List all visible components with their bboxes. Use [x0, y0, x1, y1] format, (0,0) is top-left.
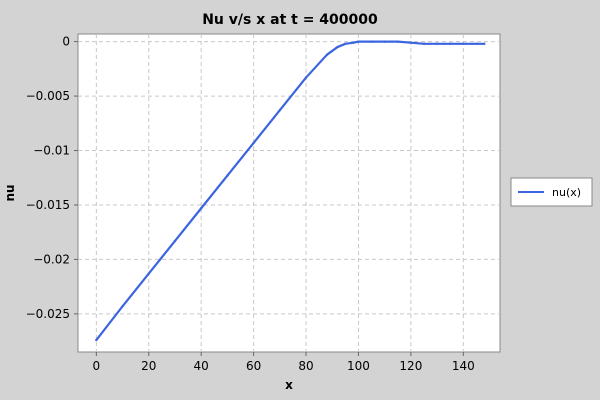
series-layer [95, 40, 486, 342]
data-point [435, 42, 439, 46]
plot-area [77, 33, 501, 353]
data-point [483, 42, 486, 46]
data-point [462, 42, 465, 46]
data-point [409, 41, 413, 44]
data-point [95, 338, 98, 342]
data-point [344, 42, 347, 46]
y-tick-label: −0.025 [26, 307, 70, 321]
data-point [352, 41, 355, 44]
y-tick-label: −0.02 [33, 252, 70, 266]
data-point [422, 42, 426, 46]
data-point [278, 109, 282, 112]
data-point [448, 42, 452, 46]
data-point [336, 45, 339, 49]
data-point [173, 239, 177, 243]
data-point [147, 272, 150, 275]
x-tick-label: 80 [298, 359, 313, 373]
chart-title: Nu v/s x at t = 400000 [202, 12, 378, 28]
y-axis: 0 −0.005 −0.01 −0.015 −0.02 −0.025 [26, 35, 78, 321]
grid-lines [78, 34, 500, 352]
data-point [325, 53, 329, 56]
data-point [383, 40, 386, 43]
series-line-nu [95, 40, 486, 342]
data-point [121, 305, 124, 308]
x-tick-label: 100 [347, 359, 370, 373]
y-tick-label: −0.005 [26, 89, 70, 103]
x-tick-label: 60 [246, 359, 261, 373]
legend: nu(x) [510, 177, 593, 207]
data-point [396, 40, 399, 43]
y-axis-label: nu [3, 184, 17, 201]
x-tick-label: 140 [452, 359, 475, 373]
data-point [475, 42, 478, 46]
legend-label-nu: nu(x) [552, 186, 581, 199]
y-tick-label: 0 [62, 35, 70, 49]
y-tick-label: −0.01 [33, 144, 70, 158]
data-point [370, 40, 373, 43]
data-point [199, 207, 203, 210]
data-point [357, 40, 360, 43]
x-tick-label: 20 [141, 359, 156, 373]
x-axis: 0 20 40 60 80 100 120 140 [93, 352, 475, 373]
x-axis-label: x [285, 378, 293, 392]
x-tick-label: 40 [194, 359, 209, 373]
data-point [226, 174, 229, 177]
data-point [252, 141, 255, 145]
x-tick-label: 0 [93, 359, 101, 373]
y-tick-label: −0.015 [26, 198, 70, 212]
data-point [304, 76, 308, 79]
x-tick-label: 120 [399, 359, 422, 373]
